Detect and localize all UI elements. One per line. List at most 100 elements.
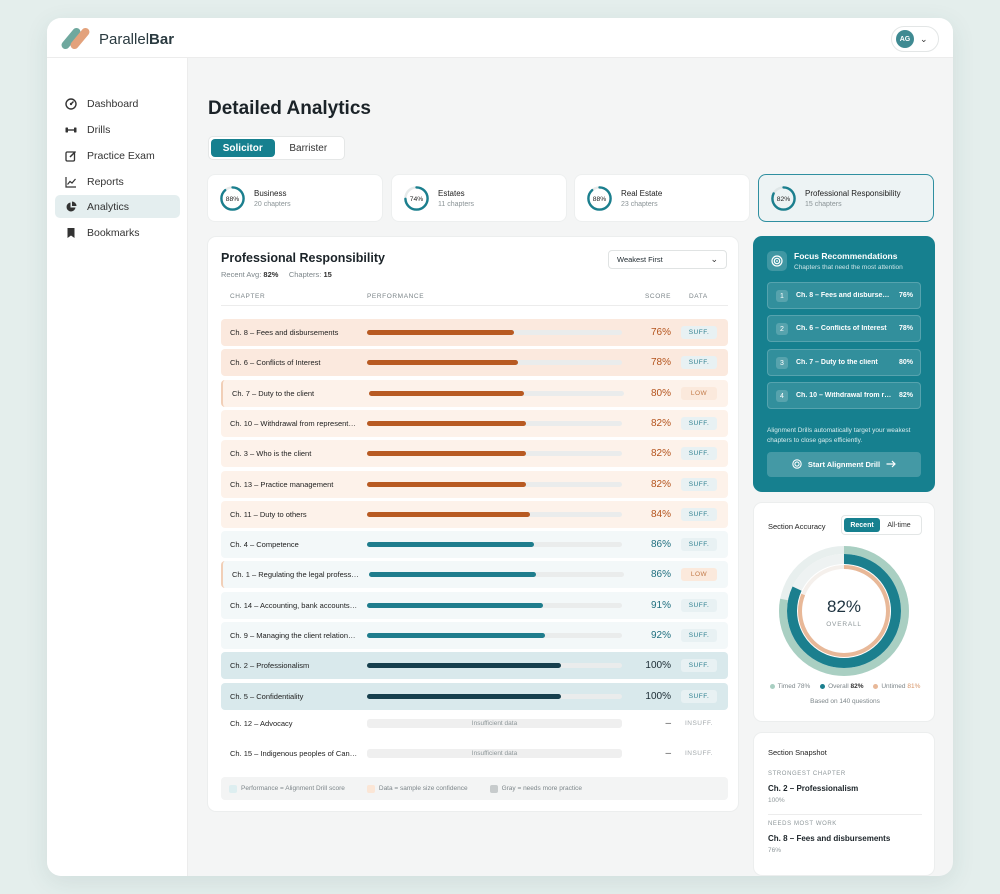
target-icon — [767, 251, 787, 271]
target-icon — [792, 458, 802, 471]
sidebar-item-label: Analytics — [87, 200, 130, 213]
chapter-name: Ch. 1 – Regulating the legal profession — [232, 570, 360, 580]
toggle-all-time[interactable]: All-time — [887, 521, 911, 529]
table-row[interactable]: Ch. 1 – Regulating the legal profession 8… — [221, 561, 728, 589]
performance-track — [367, 663, 622, 669]
recommendation-name: Ch. 7 – Duty to the client — [796, 359, 878, 366]
insufficient-data-bar: Insufficient data — [367, 749, 622, 758]
untimed-arc — [798, 565, 890, 657]
performance-track — [367, 420, 622, 426]
legend-gray: Gray = needs more practice — [489, 784, 582, 793]
chapter-name: Ch. 4 – Competence — [230, 540, 299, 550]
chapter-name: Ch. 15 – Indigenous peoples of Canada — [230, 749, 358, 758]
overall-label: OVERALL — [826, 621, 862, 628]
strongest-chapter: Ch. 2 – Professionalism — [768, 784, 859, 793]
table-row[interactable]: Ch. 14 – Accounting, bank accounts and t… — [221, 591, 728, 619]
table-row[interactable]: Ch. 4 – Competence 86% SUFF. — [221, 531, 728, 559]
performance-bar — [367, 481, 526, 487]
section-card-professional-responsibility[interactable]: 82% Professional Responsibility 15 chapte… — [758, 174, 934, 222]
recommendation-score: 82% — [898, 392, 913, 399]
legend-performance: Performance = Alignment Drill score — [229, 784, 345, 793]
sidebar-item-drills[interactable]: Drills — [55, 118, 180, 141]
col-header-chapter: CHAPTER — [230, 293, 266, 300]
table-row[interactable]: Ch. 15 – Indigenous peoples of Canada In… — [221, 740, 728, 767]
overall-arc — [787, 554, 901, 668]
start-alignment-drill-button[interactable]: Start Alignment Drill — [767, 452, 921, 477]
section-name: Professional Responsibility — [805, 188, 901, 198]
chapter-score: 76% — [650, 327, 671, 338]
user-menu[interactable]: AG ⌄ — [891, 26, 939, 52]
logo[interactable]: ParallelBar — [59, 26, 174, 51]
sidebar-item-bookmarks[interactable]: Bookmarks — [55, 221, 180, 244]
chapter-name: Ch. 5 – Confidentiality — [230, 691, 304, 701]
edit-icon — [65, 150, 77, 162]
performance-bar — [367, 511, 530, 517]
data-badge: SUFF. — [681, 356, 717, 370]
table-meta: Recent Avg: 82% Chapters: 15 — [221, 270, 332, 279]
sort-dropdown[interactable]: Weakest First ⌄ — [608, 250, 727, 269]
main-content: Detailed Analytics Solicitor Barrister 8… — [188, 58, 953, 876]
sidebar-item-dashboard[interactable]: Dashboard — [55, 92, 180, 115]
table-row[interactable]: Ch. 11 – Duty to others 84% SUFF. — [221, 500, 728, 528]
section-chapters: 23 chapters — [621, 200, 658, 208]
chapter-score: 84% — [650, 508, 671, 520]
performance-bar — [367, 330, 515, 335]
chapter-score: 80% — [650, 387, 671, 399]
section-name: Estates — [438, 188, 465, 198]
rank-number: 3 — [776, 357, 788, 369]
chapter-score: 78% — [650, 357, 671, 369]
chapter-score: 100% — [645, 660, 671, 672]
chapter-name: Ch. 8 – Fees and disbursements — [230, 328, 339, 337]
recommendation-score: 80% — [898, 359, 913, 366]
chapter-name: Ch. 6 – Conflicts of Interest — [230, 358, 321, 368]
performance-bar — [369, 390, 525, 396]
section-card-real-estate[interactable]: 88% Real Estate 23 chapters — [574, 174, 750, 222]
sidebar: Dashboard Drills Practice Exam Reports A… — [47, 58, 188, 876]
tab-solicitor[interactable]: Solicitor — [211, 139, 275, 157]
table-row[interactable]: Ch. 12 – Advocacy Insufficient data – IN… — [221, 710, 728, 737]
table-row[interactable]: Ch. 5 – Confidentiality 100% SUFF. — [221, 682, 728, 710]
accuracy-donut-chart: 82% OVERALL — [779, 546, 909, 676]
section-pct: 82% — [777, 195, 791, 202]
section-snapshot-card: Section Snapshot STRONGEST CHAPTER Ch. 2… — [753, 732, 935, 876]
data-badge: SUFF. — [681, 538, 717, 552]
legend-overall: Overall 82% — [820, 683, 864, 690]
table-row[interactable]: Ch. 9 – Managing the client relationship… — [221, 622, 728, 649]
table-row[interactable]: Ch. 6 – Conflicts of Interest 78% SUFF. — [221, 349, 728, 377]
performance-bar — [367, 663, 561, 669]
table-row[interactable]: Ch. 10 – Withdrawal from representation 8… — [221, 409, 728, 437]
performance-bar — [367, 451, 526, 457]
performance-bar — [367, 542, 534, 548]
tab-barrister[interactable]: Barrister — [289, 142, 328, 154]
section-accuracy-card: Section Accuracy Recent All-time 82% OVE… — [753, 502, 935, 722]
recommendation-item[interactable]: 3 Ch. 7 – Duty to the client 80% — [767, 349, 921, 376]
sidebar-item-label: Bookmarks — [87, 226, 140, 239]
sidebar-item-analytics[interactable]: Analytics — [55, 195, 180, 218]
recommendation-item[interactable]: 4 Ch. 10 – Withdrawal from representatio… — [767, 382, 921, 409]
data-badge: SUFF. — [681, 689, 717, 703]
legend-timed: Timed 78% — [769, 683, 810, 690]
sidebar-item-practice-exam[interactable]: Practice Exam — [55, 144, 180, 167]
chapter-score: – — [665, 748, 671, 759]
performance-bar — [367, 602, 544, 608]
section-card-estates[interactable]: 74% Estates 11 chapters — [391, 174, 567, 222]
chapter-performance-card: Professional Responsibility Recent Avg: … — [207, 236, 739, 812]
chapter-name: Ch. 3 – Who is the client — [230, 449, 312, 459]
table-row[interactable]: Ch. 3 – Who is the client 82% SUFF. — [221, 440, 728, 468]
table-row[interactable]: Ch. 13 – Practice management 82% SUFF. — [221, 470, 728, 498]
focus-note: Alignment Drills automatically target yo… — [767, 427, 911, 444]
table-row[interactable]: Ch. 7 – Duty to the client 80% LOW — [221, 379, 728, 407]
recommendation-item[interactable]: 1 Ch. 8 – Fees and disbursements 76% — [767, 282, 921, 309]
data-badge: LOW — [681, 568, 717, 582]
based-on-count: Based on 140 questions — [810, 698, 880, 705]
recommendation-item[interactable]: 2 Ch. 6 – Conflicts of Interest 78% — [767, 315, 921, 342]
sidebar-item-reports[interactable]: Reports — [55, 170, 180, 193]
toggle-recent[interactable]: Recent — [844, 518, 880, 532]
section-chapters: 20 chapters — [254, 200, 291, 208]
table-row[interactable]: Ch. 8 – Fees and disbursements 76% SUFF. — [221, 319, 728, 346]
section-pct: 88% — [593, 195, 607, 202]
accuracy-title: Section Accuracy — [768, 522, 826, 531]
section-card-business[interactable]: 88% Business 20 chapters — [207, 174, 383, 222]
accuracy-range-toggle: Recent All-time — [841, 515, 922, 535]
table-row[interactable]: Ch. 2 – Professionalism 100% SUFF. — [221, 652, 728, 680]
